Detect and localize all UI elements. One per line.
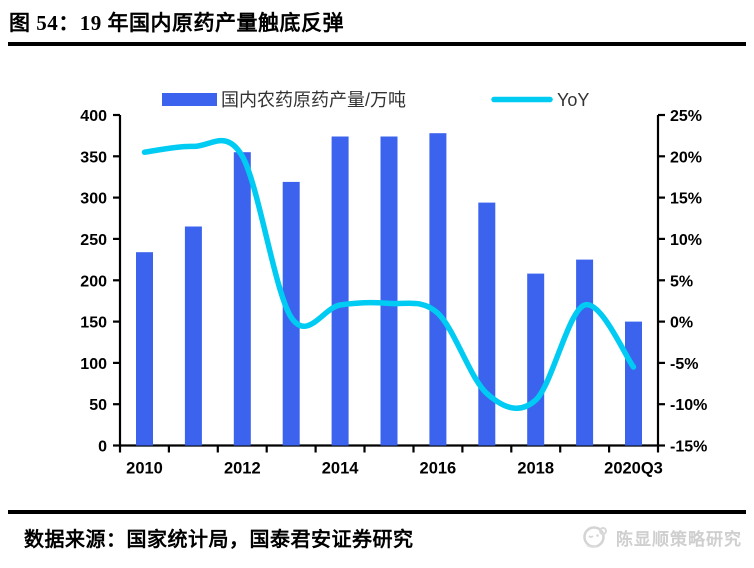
title-divider	[8, 42, 746, 46]
bar-2020Q3	[625, 321, 642, 446]
bar-2010	[136, 252, 153, 446]
x-category-label: 2014	[322, 460, 360, 478]
right-axis-ticks: -15% -10% -5% 0% 5% 10% 15% 20% 25%	[658, 108, 707, 456]
bar-2015	[380, 136, 398, 446]
legend-line-label: YoY	[557, 90, 589, 110]
left-tick-label: 300	[80, 191, 107, 208]
bar-2019	[576, 259, 594, 446]
figure-title: 图 54：19 年国内原药产量触底反弹	[9, 11, 344, 35]
yoy-line	[141, 137, 637, 412]
chart-canvas: 国内农药原药产量/万吨 YoY 0 50 100 150 200 250 300 350 400 -1…	[80, 90, 707, 478]
bar-series	[136, 133, 642, 446]
left-tick-label: 250	[80, 232, 107, 249]
footer: 数据来源：国家统计局，国泰君安证券研究 陈显顺策略研究	[0, 514, 754, 552]
left-axis-ticks: 0 50 100 150 200 250 300 350 400	[80, 108, 120, 456]
watermark-logo-icon	[583, 525, 607, 548]
bar-2018	[527, 273, 545, 446]
right-tick-label: -10%	[670, 397, 707, 414]
bar-2014	[331, 136, 349, 446]
right-tick-label: 5%	[670, 273, 693, 290]
x-category-label: 2020Q3	[604, 460, 663, 478]
x-axis-ticks: 2010 2012 2014 2016 2018 2020Q3	[118, 445, 663, 478]
left-tick-label: 100	[80, 356, 107, 373]
data-source-text: 数据来源：国家统计局，国泰君安证券研究	[24, 529, 414, 551]
left-tick-label: 350	[80, 149, 107, 166]
x-category-label: 2010	[126, 460, 163, 478]
left-tick-label: 400	[80, 108, 107, 125]
bar-2011	[184, 226, 202, 446]
right-tick-label: 20%	[670, 149, 702, 166]
legend-bar-label: 国内农药原药产量/万吨	[221, 90, 406, 110]
watermark: 陈显顺策略研究	[580, 525, 742, 551]
right-tick-label: 0%	[670, 315, 693, 332]
legend: 国内农药原药产量/万吨 YoY	[162, 90, 589, 110]
right-tick-label: 10%	[670, 232, 702, 249]
left-tick-label: 0	[98, 439, 107, 456]
watermark-text: 陈显顺策略研究	[616, 530, 742, 549]
footer-divider	[8, 510, 746, 514]
right-tick-label: 15%	[670, 191, 702, 208]
x-category-label: 2018	[517, 460, 554, 478]
left-tick-label: 200	[80, 273, 107, 290]
bar-2017	[478, 202, 496, 446]
x-category-label: 2016	[420, 460, 457, 478]
bar-2012	[233, 152, 251, 446]
legend-bar-swatch	[162, 93, 217, 106]
right-tick-label: 25%	[670, 108, 702, 125]
bar-2016	[429, 133, 447, 446]
left-tick-label: 50	[89, 397, 107, 414]
left-tick-label: 150	[80, 315, 107, 332]
right-tick-label: -5%	[670, 356, 698, 373]
x-category-label: 2012	[224, 460, 261, 478]
right-tick-label: -15%	[670, 439, 707, 456]
chart-area: 国内农药原药产量/万吨 YoY 0 50 100 150 200 250 300 350 400 -1…	[0, 61, 754, 506]
